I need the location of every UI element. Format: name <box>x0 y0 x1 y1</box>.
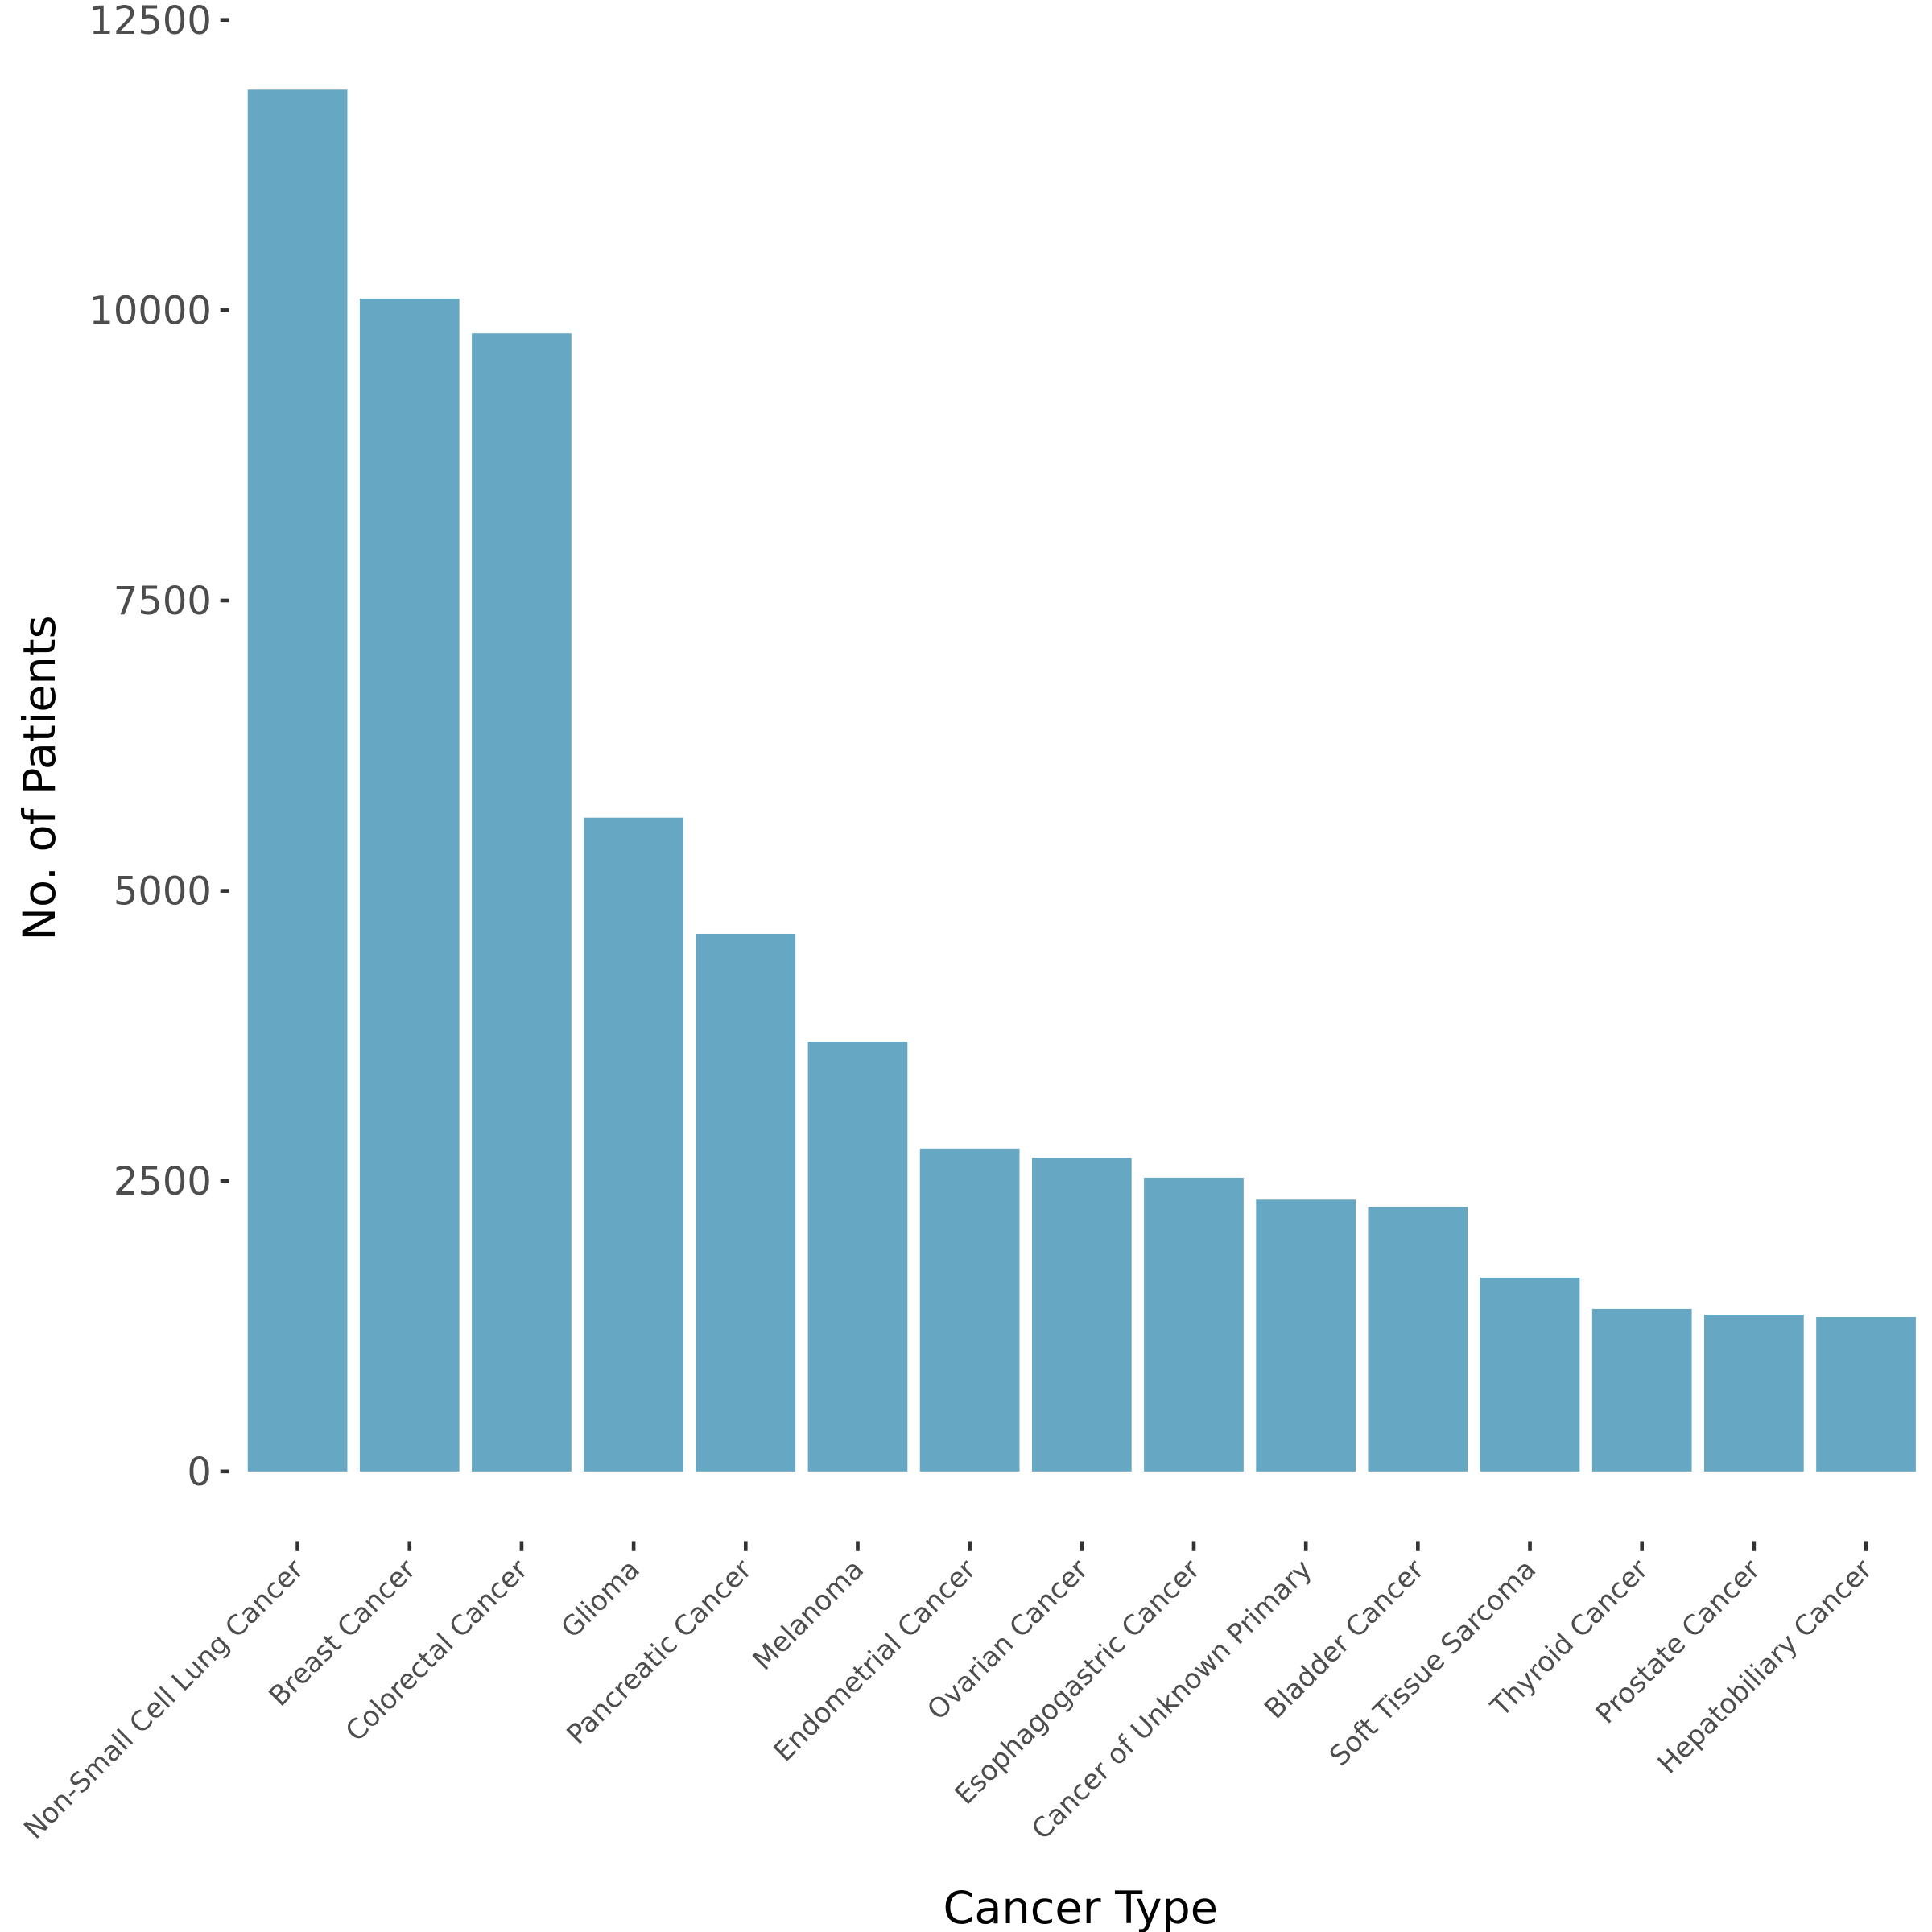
bar <box>919 1148 1020 1472</box>
y-tick-label: 12500 <box>89 0 211 43</box>
y-axis-title: No. of Patients <box>14 615 66 940</box>
y-tick-label: 7500 <box>114 580 212 624</box>
y-tick-label: 10000 <box>89 289 211 333</box>
y-tick-label: 0 <box>187 1451 211 1495</box>
y-tick-label: 5000 <box>114 870 212 914</box>
bar <box>472 333 572 1472</box>
y-axis: 0 2500 5000 7500 10000 12500 <box>89 0 229 1495</box>
x-axis-title: Cancer Type <box>943 1882 1219 1932</box>
x-tick-label: Non-Small Cell Lung Cancer <box>18 1554 310 1846</box>
x-tick-label: Endometrial Cancer <box>768 1554 983 1769</box>
x-tick-label: Melanoma <box>747 1554 870 1677</box>
bar <box>584 817 683 1472</box>
x-tick-label: Soft Tissue Sarcoma <box>1323 1554 1542 1773</box>
bar <box>1480 1277 1580 1472</box>
x-tick-label: Hepatobiliary Cancer <box>1652 1554 1879 1781</box>
bar <box>1816 1316 1916 1472</box>
bars <box>247 89 1916 1472</box>
bar <box>1144 1177 1244 1472</box>
bar <box>807 1042 908 1472</box>
y-tick-label: 2500 <box>114 1160 212 1204</box>
bar <box>359 298 460 1472</box>
bar <box>1591 1308 1692 1472</box>
bar <box>247 89 348 1472</box>
bar <box>696 933 796 1472</box>
x-tick-label: Pancreatic Cancer <box>560 1554 758 1751</box>
bar <box>1256 1199 1356 1472</box>
bar <box>1368 1206 1468 1472</box>
x-tick-label: Glioma <box>555 1554 646 1645</box>
bar <box>1031 1158 1132 1472</box>
bar <box>1704 1315 1804 1472</box>
